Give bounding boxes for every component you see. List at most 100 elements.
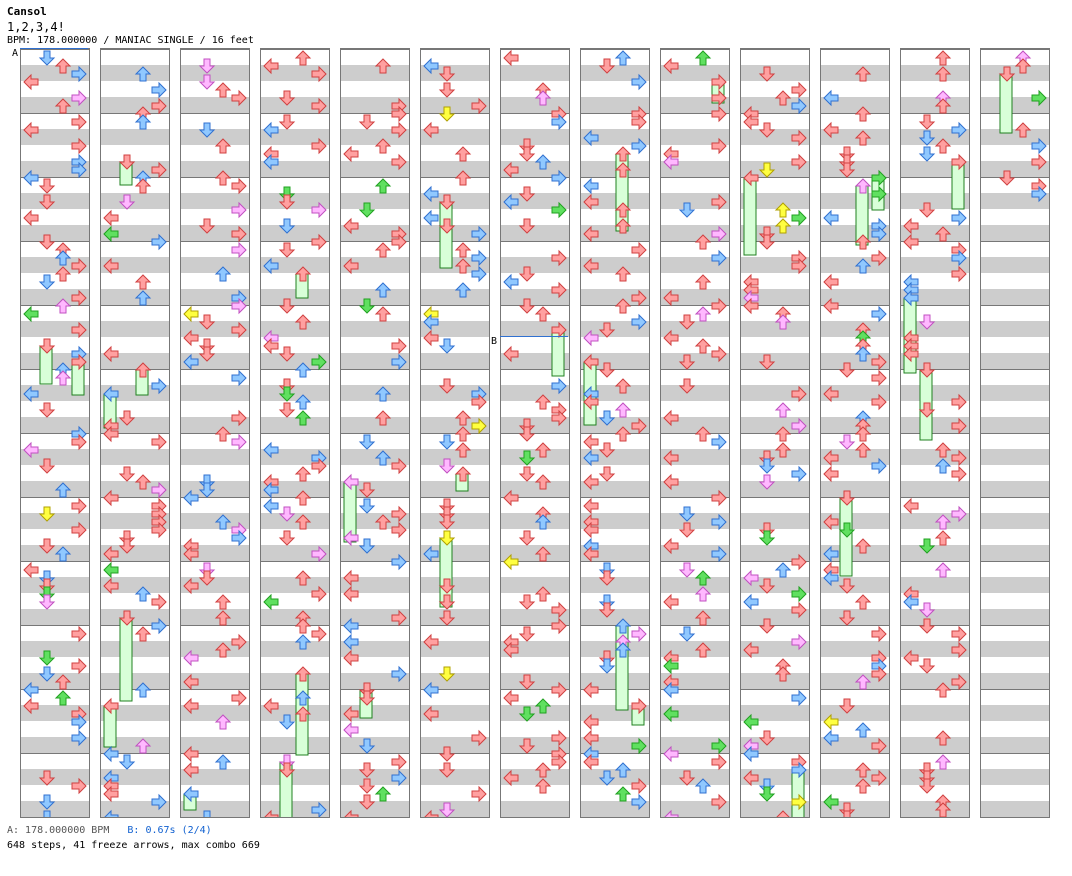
up-arrow-icon xyxy=(294,362,312,378)
down-arrow-icon xyxy=(198,570,216,586)
up-arrow-icon xyxy=(54,370,72,386)
right-arrow-icon xyxy=(231,89,247,107)
up-arrow-icon xyxy=(934,442,952,458)
up-arrow-icon xyxy=(454,410,472,426)
beat-band xyxy=(181,481,249,497)
up-arrow-icon xyxy=(694,570,712,586)
right-arrow-icon xyxy=(311,97,327,115)
down-arrow-icon xyxy=(38,402,56,418)
measure-line xyxy=(101,561,169,562)
right-arrow-icon xyxy=(871,369,887,387)
measure-line xyxy=(581,433,649,434)
up-arrow-icon xyxy=(694,50,712,66)
right-arrow-icon xyxy=(71,137,87,155)
down-arrow-icon xyxy=(438,218,456,234)
measure-line xyxy=(341,753,409,754)
right-arrow-icon xyxy=(951,209,967,227)
right-arrow-icon xyxy=(391,553,407,571)
left-arrow-icon xyxy=(263,153,279,171)
down-arrow-icon xyxy=(278,194,296,210)
down-arrow-icon xyxy=(358,738,376,754)
beat-band xyxy=(421,481,489,497)
beat-band xyxy=(821,641,889,657)
left-arrow-icon xyxy=(423,329,439,347)
footer-legend: A: 178.000000 BPM B: 0.67s (2/4) xyxy=(7,825,212,836)
right-arrow-icon xyxy=(231,177,247,195)
left-arrow-icon xyxy=(823,465,839,483)
measure-line xyxy=(21,561,89,562)
down-arrow-icon xyxy=(38,338,56,354)
measure-line xyxy=(901,305,969,306)
down-arrow-icon xyxy=(838,578,856,594)
freeze-arrow-body xyxy=(71,361,85,396)
down-arrow-icon xyxy=(198,314,216,330)
beat-band xyxy=(181,257,249,273)
down-arrow-icon xyxy=(278,402,296,418)
left-arrow-icon xyxy=(743,769,759,787)
left-arrow-icon xyxy=(583,753,599,771)
left-arrow-icon xyxy=(103,745,119,763)
beat-band xyxy=(901,577,969,593)
left-arrow-icon xyxy=(583,729,599,747)
freeze-arrow-body xyxy=(119,617,133,702)
bpm-marker-label: A xyxy=(12,48,19,59)
beat-band xyxy=(581,161,649,177)
down-arrow-icon xyxy=(358,778,376,794)
left-arrow-icon xyxy=(183,673,199,691)
up-arrow-icon xyxy=(614,402,632,418)
down-arrow-icon xyxy=(598,570,616,586)
measure-line xyxy=(661,241,729,242)
beat-band xyxy=(101,193,169,209)
right-arrow-icon xyxy=(871,353,887,371)
beat-band xyxy=(421,769,489,785)
left-arrow-icon xyxy=(743,169,759,187)
left-arrow-icon xyxy=(743,593,759,611)
up-arrow-icon xyxy=(854,130,872,146)
right-arrow-icon xyxy=(151,161,167,179)
left-arrow-icon xyxy=(103,545,119,563)
up-arrow-icon xyxy=(134,738,152,754)
up-arrow-icon xyxy=(934,754,952,770)
left-arrow-icon xyxy=(423,545,439,563)
right-arrow-icon xyxy=(711,545,727,563)
beat-band xyxy=(581,609,649,625)
down-arrow-icon xyxy=(598,410,616,426)
beat-band xyxy=(341,321,409,337)
down-arrow-icon xyxy=(203,810,211,817)
up-arrow-icon xyxy=(214,610,232,626)
right-arrow-icon xyxy=(951,121,967,139)
right-arrow-icon xyxy=(151,521,167,539)
left-arrow-icon xyxy=(583,681,599,699)
song-subtitle: 1,2,3,4! xyxy=(7,20,65,34)
measure-line xyxy=(981,49,1049,50)
left-arrow-icon xyxy=(583,353,599,371)
right-arrow-icon xyxy=(951,641,967,659)
left-arrow-icon xyxy=(263,481,279,499)
up-arrow-icon xyxy=(694,306,712,322)
left-arrow-icon xyxy=(23,441,39,459)
left-arrow-icon xyxy=(343,569,359,587)
left-arrow-icon xyxy=(23,561,39,579)
beat-band xyxy=(261,321,329,337)
beat-band xyxy=(501,449,569,465)
beat-band xyxy=(101,65,169,81)
right-arrow-icon xyxy=(71,521,87,539)
measure-line xyxy=(101,497,169,498)
beat-band xyxy=(981,801,1049,817)
right-arrow-icon xyxy=(151,97,167,115)
down-arrow-icon xyxy=(758,354,776,370)
right-arrow-icon xyxy=(311,201,327,219)
beat-band xyxy=(661,609,729,625)
up-arrow-icon xyxy=(934,730,952,746)
beat-band xyxy=(421,289,489,305)
right-arrow-icon xyxy=(871,625,887,643)
up-arrow-icon xyxy=(934,562,952,578)
beat-band xyxy=(101,321,169,337)
left-arrow-icon xyxy=(423,57,439,75)
up-arrow-icon xyxy=(534,394,552,410)
beat-band xyxy=(981,481,1049,497)
right-arrow-icon xyxy=(711,105,727,123)
right-arrow-icon xyxy=(71,257,87,275)
measure-line xyxy=(181,369,249,370)
left-arrow-icon xyxy=(263,441,279,459)
